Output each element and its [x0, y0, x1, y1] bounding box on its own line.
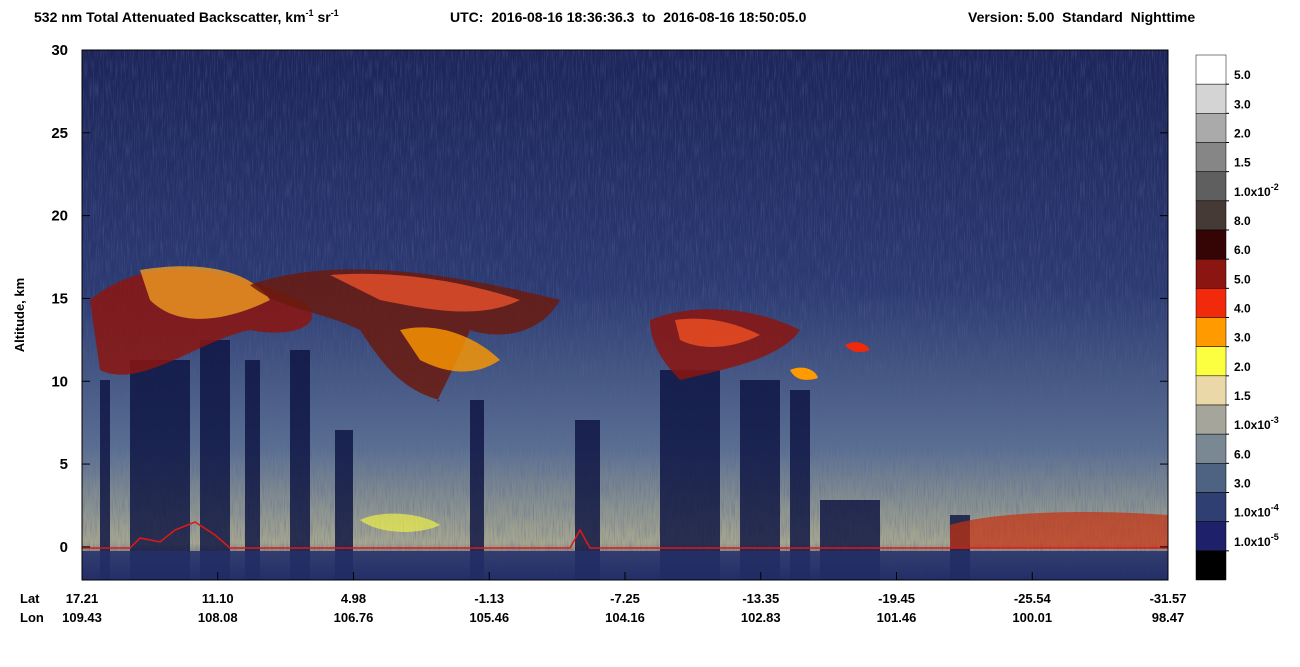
x-row-label: Lon — [20, 610, 44, 625]
lon-label: 101.46 — [877, 610, 917, 625]
lat-label: -25.54 — [1014, 591, 1052, 606]
lat-label: -31.57 — [1150, 591, 1187, 606]
colorbar-label: 1.5 — [1234, 156, 1251, 170]
colorbar-label-exponent: -2 — [1271, 182, 1279, 192]
lon-label: 106.76 — [334, 610, 374, 625]
colorbar-label-text: 4.0 — [1234, 302, 1251, 316]
colorbar-label-text: 3.0 — [1234, 477, 1251, 491]
colorbar-box — [1195, 375, 1227, 406]
colorbar-box — [1195, 229, 1227, 260]
colorbar-label: 1.0x10-2 — [1234, 182, 1279, 199]
time-range: UTC: 2016-08-16 18:36:36.3 to 2016-08-16… — [450, 9, 807, 25]
colorbar-box — [1195, 404, 1227, 435]
colorbar-box — [1195, 492, 1227, 522]
colorbar-label: 3.0 — [1234, 97, 1251, 111]
y-tick-label: 0 — [60, 539, 68, 556]
colorbar-box — [1195, 83, 1227, 114]
colorbar-box — [1195, 288, 1227, 318]
colorbar-box — [1195, 521, 1227, 552]
lon-label: 105.46 — [469, 610, 509, 625]
curtain-image — [82, 50, 1168, 580]
title-superscript: -1 — [331, 8, 339, 18]
colorbar-box — [1195, 113, 1227, 143]
colorbar-label-text: 3.0 — [1234, 97, 1251, 111]
title-text: sr — [314, 9, 332, 25]
colorbar-label: 2.0 — [1234, 360, 1251, 374]
colorbar-label: 6.0 — [1234, 243, 1251, 257]
colorbar-label: 1.0x10-4 — [1234, 503, 1279, 520]
colorbar-label-text: 3.0 — [1234, 331, 1251, 345]
colorbar-label: 1.0x10-3 — [1234, 415, 1279, 432]
colorbar-box — [1195, 142, 1227, 172]
title-text: 532 nm Total Attenuated Backscatter, km — [34, 9, 306, 25]
colorbar-label-exponent: -5 — [1271, 532, 1279, 542]
lat-label: -7.25 — [610, 591, 640, 606]
y-tick-label: 15 — [51, 290, 68, 307]
y-axis-label: Altitude, km — [12, 278, 27, 352]
colorbar-label-text: 1.5 — [1234, 156, 1251, 170]
colorbar-label-text: 1.0x10 — [1234, 535, 1271, 549]
lon-label: 109.43 — [62, 610, 102, 625]
lat-label: -1.13 — [474, 591, 504, 606]
colorbar-box — [1195, 346, 1227, 377]
lon-label: 102.83 — [741, 610, 781, 625]
colorbar-label: 5.0 — [1234, 68, 1251, 82]
lat-label: 11.10 — [202, 591, 234, 606]
colorbar-label: 5.0 — [1234, 272, 1251, 286]
y-tick-label: 25 — [51, 125, 68, 142]
colorbar-label-text: 2.0 — [1234, 360, 1251, 374]
colorbar-label: 4.0 — [1234, 302, 1251, 316]
title-superscript: -1 — [306, 8, 314, 18]
colorbar-label: 1.5 — [1234, 389, 1251, 403]
colorbar-label: 8.0 — [1234, 214, 1251, 228]
colorbar-label-exponent: -3 — [1271, 415, 1279, 425]
chart-title: 532 nm Total Attenuated Backscatter, km-… — [34, 8, 339, 25]
colorbar-label-text: 1.0x10 — [1234, 185, 1271, 199]
colorbar-label: 3.0 — [1234, 331, 1251, 345]
colorbar-label-text: 1.0x10 — [1234, 418, 1271, 432]
y-tick-label: 5 — [60, 456, 68, 473]
colorbar-label-text: 8.0 — [1234, 214, 1251, 228]
colorbar-box — [1195, 550, 1227, 581]
cloud-layer — [90, 266, 1168, 548]
colorbar-label-exponent: -4 — [1271, 503, 1279, 513]
colorbar-label-text: 6.0 — [1234, 243, 1251, 257]
version: Version: 5.00 Standard Nighttime — [968, 9, 1195, 25]
lat-label: 17.21 — [66, 591, 99, 606]
y-tick-label: 10 — [51, 373, 68, 390]
colorbar-label: 2.0 — [1234, 127, 1251, 141]
colorbar-box — [1195, 433, 1227, 464]
colorbar-label-text: 5.0 — [1234, 68, 1251, 82]
colorbar-label-text: 1.0x10 — [1234, 506, 1271, 520]
lat-label: -19.45 — [878, 591, 915, 606]
colorbar-box — [1195, 200, 1227, 231]
colorbar-box — [1195, 54, 1227, 85]
colorbar-label: 6.0 — [1234, 447, 1251, 461]
colorbar-box — [1195, 258, 1227, 289]
lon-label: 108.08 — [198, 610, 238, 625]
lat-label: -13.35 — [742, 591, 779, 606]
lon-label: 104.16 — [605, 610, 645, 625]
x-row-label: Lat — [20, 591, 40, 606]
colorbar-box — [1195, 171, 1227, 202]
colorbar-label: 3.0 — [1234, 477, 1251, 491]
colorbar-box — [1195, 463, 1227, 493]
lon-label: 98.47 — [1152, 610, 1185, 625]
colorbar-label-text: 5.0 — [1234, 272, 1251, 286]
lat-label: 4.98 — [341, 591, 366, 606]
colorbar-box — [1195, 317, 1227, 347]
colorbar-label-text: 2.0 — [1234, 127, 1251, 141]
y-tick-label: 20 — [51, 208, 68, 225]
y-tick-label: 30 — [51, 42, 68, 59]
colorbar-label-text: 1.5 — [1234, 389, 1251, 403]
colorbar-label-text: 6.0 — [1234, 447, 1251, 461]
lon-label: 100.01 — [1012, 610, 1052, 625]
colorbar-label: 1.0x10-5 — [1234, 532, 1279, 549]
